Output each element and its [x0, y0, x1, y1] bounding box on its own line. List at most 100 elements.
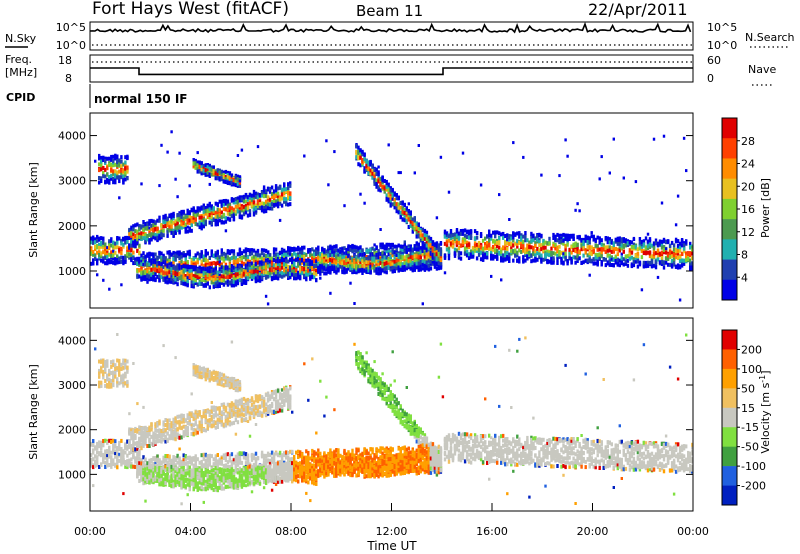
power-cell-2278 [258, 253, 262, 258]
power-cell-1082 [186, 260, 189, 264]
power-cell-2420 [268, 253, 272, 258]
power-cell-1262 [196, 160, 199, 165]
power-cell-165 [110, 162, 113, 167]
power-cell-547 [146, 234, 149, 238]
power-cell-3423 [363, 260, 366, 265]
power-cell-2932 [313, 264, 316, 269]
power-cell-3627 [377, 187, 380, 192]
power-cell-2921 [313, 259, 316, 264]
power-cell-1928 [234, 259, 238, 264]
power-cell-1737 [222, 175, 226, 180]
power-cell-2365 [264, 261, 268, 266]
power-cell-3944 [401, 248, 404, 253]
power-cell-2877 [307, 258, 310, 263]
power-cell-504 [144, 274, 147, 279]
power-cell-4934 [540, 253, 543, 258]
power-cell-15 [92, 238, 95, 243]
power-cell-4847 [522, 248, 525, 253]
power-cell-2671 [287, 271, 290, 276]
power-cell-64 [100, 251, 103, 256]
power-cell-4790 [508, 218, 511, 221]
power-cell-2588 [280, 265, 284, 270]
power-cell-3708 [383, 179, 386, 183]
power-cell-2468 [270, 192, 274, 196]
power-cell-3548 [371, 164, 374, 169]
power-cell-988 [178, 230, 181, 235]
power-cell-250 [120, 171, 123, 176]
power-cell-3054 [327, 259, 330, 263]
power-cell-205 [116, 237, 119, 242]
power-cell-1930 [234, 279, 238, 283]
power-cell-3823 [391, 192, 394, 197]
power-cell-681 [156, 218, 159, 223]
power-cell-3520 [369, 162, 372, 167]
power-cell-400 [136, 274, 139, 279]
power-cell-1717 [222, 282, 226, 287]
power-cell-4049 [409, 244, 412, 249]
power-cell-2014 [238, 203, 242, 208]
power-cell-84 [102, 171, 105, 175]
power-cell-1644 [218, 276, 221, 280]
power-cell-872 [170, 276, 173, 281]
power-cell-1710 [222, 257, 226, 262]
power-cell-2495 [272, 202, 276, 207]
power-cell-699 [158, 270, 161, 275]
power-cell-2211 [252, 274, 256, 279]
power-cell-963 [176, 225, 179, 230]
power-cell-1589 [214, 173, 217, 178]
power-cell-2876 [307, 268, 310, 273]
power-cell-4210 [419, 229, 422, 234]
power-cell-10 [92, 261, 95, 266]
power-cell-2362 [264, 254, 268, 259]
power-cell-1066 [184, 229, 187, 234]
power-cell-3870 [395, 258, 398, 263]
power-cell-3058 [327, 250, 330, 255]
power-cell-3089 [331, 245, 334, 250]
power-cell-3742 [387, 247, 390, 252]
nsearch-tick-high: 10^5 [707, 21, 737, 34]
power-cell-2730 [291, 269, 294, 274]
power-cell-1981 [236, 200, 240, 205]
power-cell-4297 [427, 266, 431, 271]
power-cell-1120 [188, 275, 191, 280]
power-cell-3868 [395, 251, 398, 256]
power-cell-3155 [339, 264, 342, 269]
power-cell-3805 [391, 253, 394, 258]
power-cell-2277 [258, 255, 262, 260]
power-cell-3324 [355, 149, 358, 154]
power-cell-2380 [264, 202, 268, 206]
power-cell-2015 [238, 198, 242, 203]
power-cell-4000 [405, 258, 408, 263]
power-cell-2488 [272, 200, 276, 204]
power-cell-3060 [327, 266, 330, 271]
power-cell-610 [152, 252, 155, 257]
power-cell-2402 [266, 260, 270, 265]
power-cell-522 [144, 222, 147, 226]
power-cell-2139 [246, 195, 250, 200]
power-cell-151 [110, 243, 113, 248]
power-cell-2701 [289, 257, 292, 262]
power-cell-167 [112, 251, 115, 256]
power-cell-2694 [289, 246, 292, 251]
power-cell-2855 [305, 266, 308, 271]
power-cell-2834 [303, 263, 306, 268]
power-cell-1201 [194, 262, 197, 267]
power-cell-2275 [256, 201, 260, 206]
power-cell-2676 [287, 264, 290, 269]
power-cell-1664 [218, 260, 221, 264]
power-cell-2658 [285, 187, 288, 192]
power-cell-3759 [387, 257, 390, 262]
power-cell-3653 [379, 188, 382, 193]
power-cell-2497 [274, 255, 278, 260]
power-cell-3701 [383, 269, 386, 274]
power-cell-889 [172, 260, 175, 265]
power-cell-2215 [252, 204, 256, 209]
power-cell-2519 [274, 199, 278, 204]
power-cell-3259 [349, 259, 352, 264]
power-cell-521 [144, 226, 147, 231]
power-cell-388 [136, 248, 139, 253]
power-cell-1804 [226, 180, 230, 185]
power-cell-4182 [417, 227, 420, 231]
power-cell-2749 [293, 269, 296, 274]
